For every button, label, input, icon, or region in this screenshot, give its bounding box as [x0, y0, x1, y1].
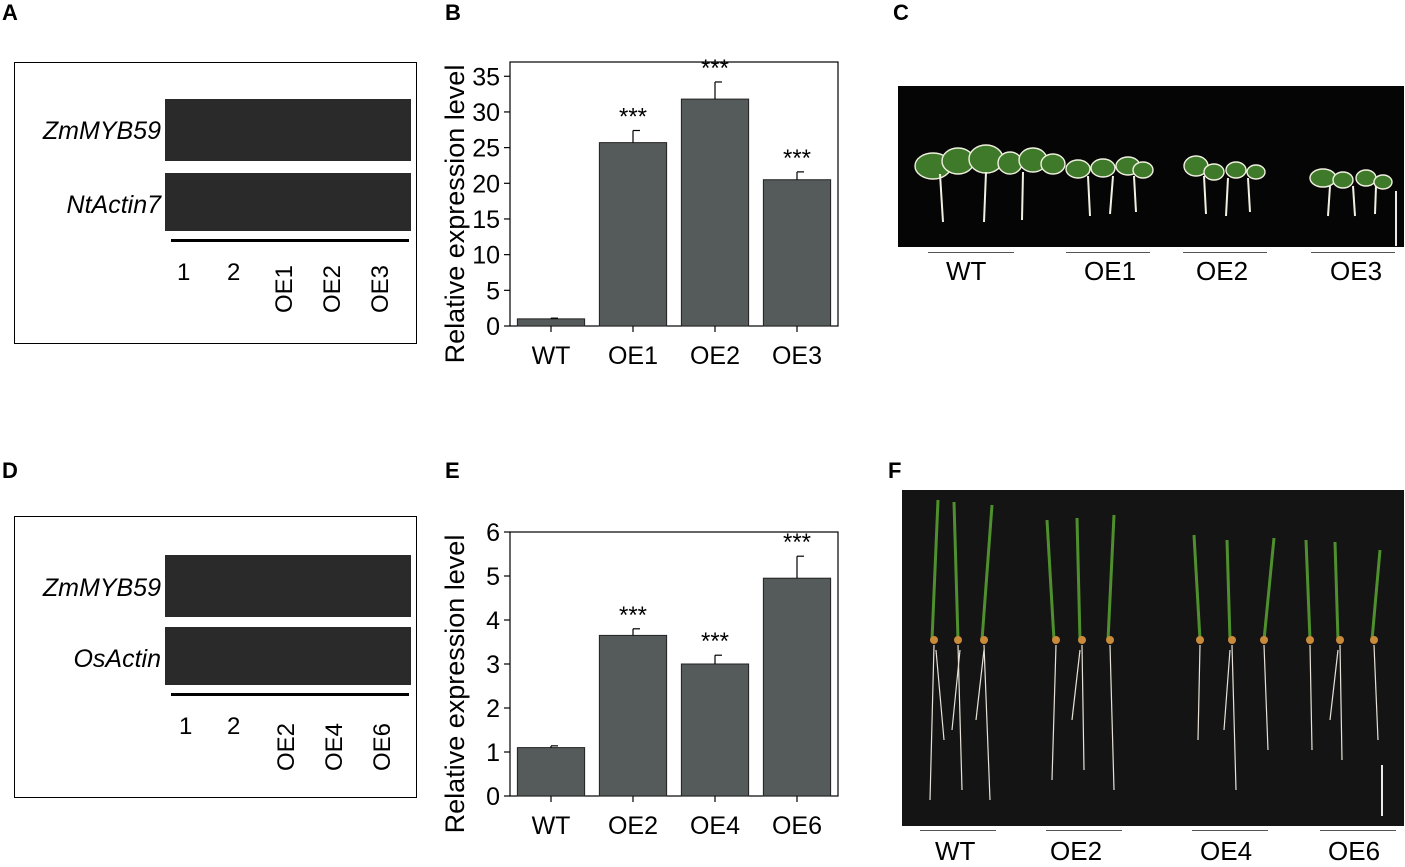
bar-b-0 — [516, 318, 586, 327]
group-underline-c-3 — [1183, 252, 1267, 253]
gene-label-a-1: ZmMYB59 — [42, 117, 161, 145]
x-tick-label-e-3: OE6 — [772, 812, 822, 840]
y-tick-label-b-1: 5 — [486, 277, 500, 305]
lane-label-a-2: 2 — [227, 259, 241, 286]
lane-label-d-4: OE4 — [321, 722, 348, 771]
group-label-f-2: OE2 — [1050, 836, 1103, 866]
panel-letter-b: B — [445, 0, 461, 25]
lane-label-d-1: 1 — [179, 713, 193, 740]
y-tick-label-e-1: 1 — [486, 739, 500, 767]
group-label-f-1: WT — [935, 836, 976, 866]
significance-label-e-2: *** — [701, 628, 729, 655]
significance-label-b-1: *** — [619, 103, 647, 130]
x-tick-label-e-1: OE2 — [608, 812, 658, 840]
seedlings-drawing-f — [929, 499, 1383, 816]
bar-e-3 — [762, 577, 832, 797]
significance-label-b-2: *** — [701, 55, 729, 82]
significance-label-e-3: *** — [783, 529, 811, 556]
gene-label-a-2: NtActin7 — [66, 191, 161, 219]
gel-strip-a-1 — [165, 99, 411, 161]
group-underline-f-4 — [1320, 830, 1396, 831]
gel-box-a: ZmMYB59 NtActin7 1 2 OE1 OE2 OE3 — [14, 62, 417, 344]
y-tick-label-b-5: 25 — [472, 135, 500, 163]
gel-box-d: ZmMYB59 OsActin 1 2 OE2 OE4 OE6 — [14, 516, 417, 798]
group-label-c-2: OE1 — [1084, 256, 1137, 286]
bar-e-2 — [680, 663, 750, 797]
seedlings-drawing-c — [914, 144, 1397, 246]
y-axis-label-b: Relative expression level — [440, 65, 470, 364]
lane-label-a-3: OE1 — [271, 264, 298, 313]
seedling-photo-f — [902, 490, 1404, 826]
bar-e-1 — [598, 634, 668, 797]
lane-label-a-1: 1 — [177, 259, 191, 286]
group-label-f-3: OE4 — [1200, 836, 1253, 866]
group-underline-c-4 — [1311, 252, 1395, 253]
gel-separator-a — [171, 239, 409, 242]
y-tick-label-b-0: 0 — [486, 313, 500, 341]
gel-strip-d-1 — [165, 555, 411, 617]
panel-letter-e: E — [445, 458, 460, 483]
y-axis-label-e: Relative expression level — [440, 535, 470, 834]
y-tick-label-e-3: 3 — [486, 651, 500, 679]
x-tick-label-b-1: OE1 — [608, 342, 658, 370]
panel-letter-d: D — [2, 458, 18, 483]
gene-label-d-2: OsActin — [73, 645, 161, 673]
lane-label-d-5: OE6 — [369, 722, 396, 771]
group-label-c-1: WT — [946, 256, 987, 286]
group-underline-f-3 — [1192, 830, 1268, 831]
bar-chart-e: 0 1 2 3 4 5 6 WT OE2 *** OE4 *** OE6 *** Relative expr… — [440, 520, 839, 840]
lane-label-a-4: OE2 — [319, 264, 346, 313]
gel-strip-d-2 — [165, 627, 411, 685]
y-tick-label-b-6: 30 — [472, 99, 500, 127]
plot-frame-b — [509, 61, 839, 327]
y-tick-label-e-0: 0 — [486, 783, 500, 811]
group-underline-c-1 — [928, 252, 1014, 253]
y-tick-label-b-3: 15 — [472, 206, 500, 234]
y-tick-label-e-6: 6 — [486, 520, 500, 547]
gene-label-d-1: ZmMYB59 — [42, 574, 161, 602]
bar-b-2 — [680, 98, 750, 327]
bar-e-0 — [516, 747, 586, 797]
x-tick-label-b-0: WT — [532, 342, 571, 370]
group-underline-f-2 — [1046, 830, 1122, 831]
group-label-c-4: OE3 — [1330, 256, 1383, 286]
bar-b-3 — [762, 179, 832, 327]
y-tick-label-e-4: 4 — [486, 607, 500, 635]
x-tick-label-e-2: OE4 — [690, 812, 740, 840]
group-underline-c-2 — [1066, 252, 1150, 253]
bar-chart-b: 0 5 10 15 20 25 30 35 WT OE1 *** OE2 *** OE3 *** Relati… — [440, 55, 839, 370]
group-label-f-4: OE6 — [1328, 836, 1381, 866]
seedling-photo-c — [898, 86, 1404, 247]
panel-letter-f: F — [888, 458, 902, 483]
y-tick-label-b-2: 10 — [472, 242, 500, 270]
y-tick-label-b-4: 20 — [472, 170, 500, 198]
y-tick-label-b-7: 35 — [472, 63, 500, 91]
y-tick-label-e-5: 5 — [486, 563, 500, 591]
significance-label-b-3: *** — [783, 145, 811, 172]
gel-separator-d — [171, 693, 409, 696]
lane-label-d-3: OE2 — [273, 722, 300, 771]
y-tick-label-e-2: 2 — [486, 695, 500, 723]
x-tick-label-b-2: OE2 — [690, 342, 740, 370]
group-underline-f-1 — [920, 830, 996, 831]
panel-letter-a: A — [2, 0, 18, 25]
significance-label-e-1: *** — [619, 602, 647, 629]
lane-label-d-2: 2 — [227, 713, 241, 740]
x-tick-label-e-0: WT — [532, 812, 571, 840]
bar-b-1 — [598, 142, 668, 327]
x-tick-label-b-3: OE3 — [772, 342, 822, 370]
gel-strip-a-2 — [165, 173, 411, 231]
panel-letter-c: C — [893, 0, 909, 25]
lane-label-a-5: OE3 — [367, 264, 394, 313]
group-label-c-3: OE2 — [1196, 256, 1249, 286]
